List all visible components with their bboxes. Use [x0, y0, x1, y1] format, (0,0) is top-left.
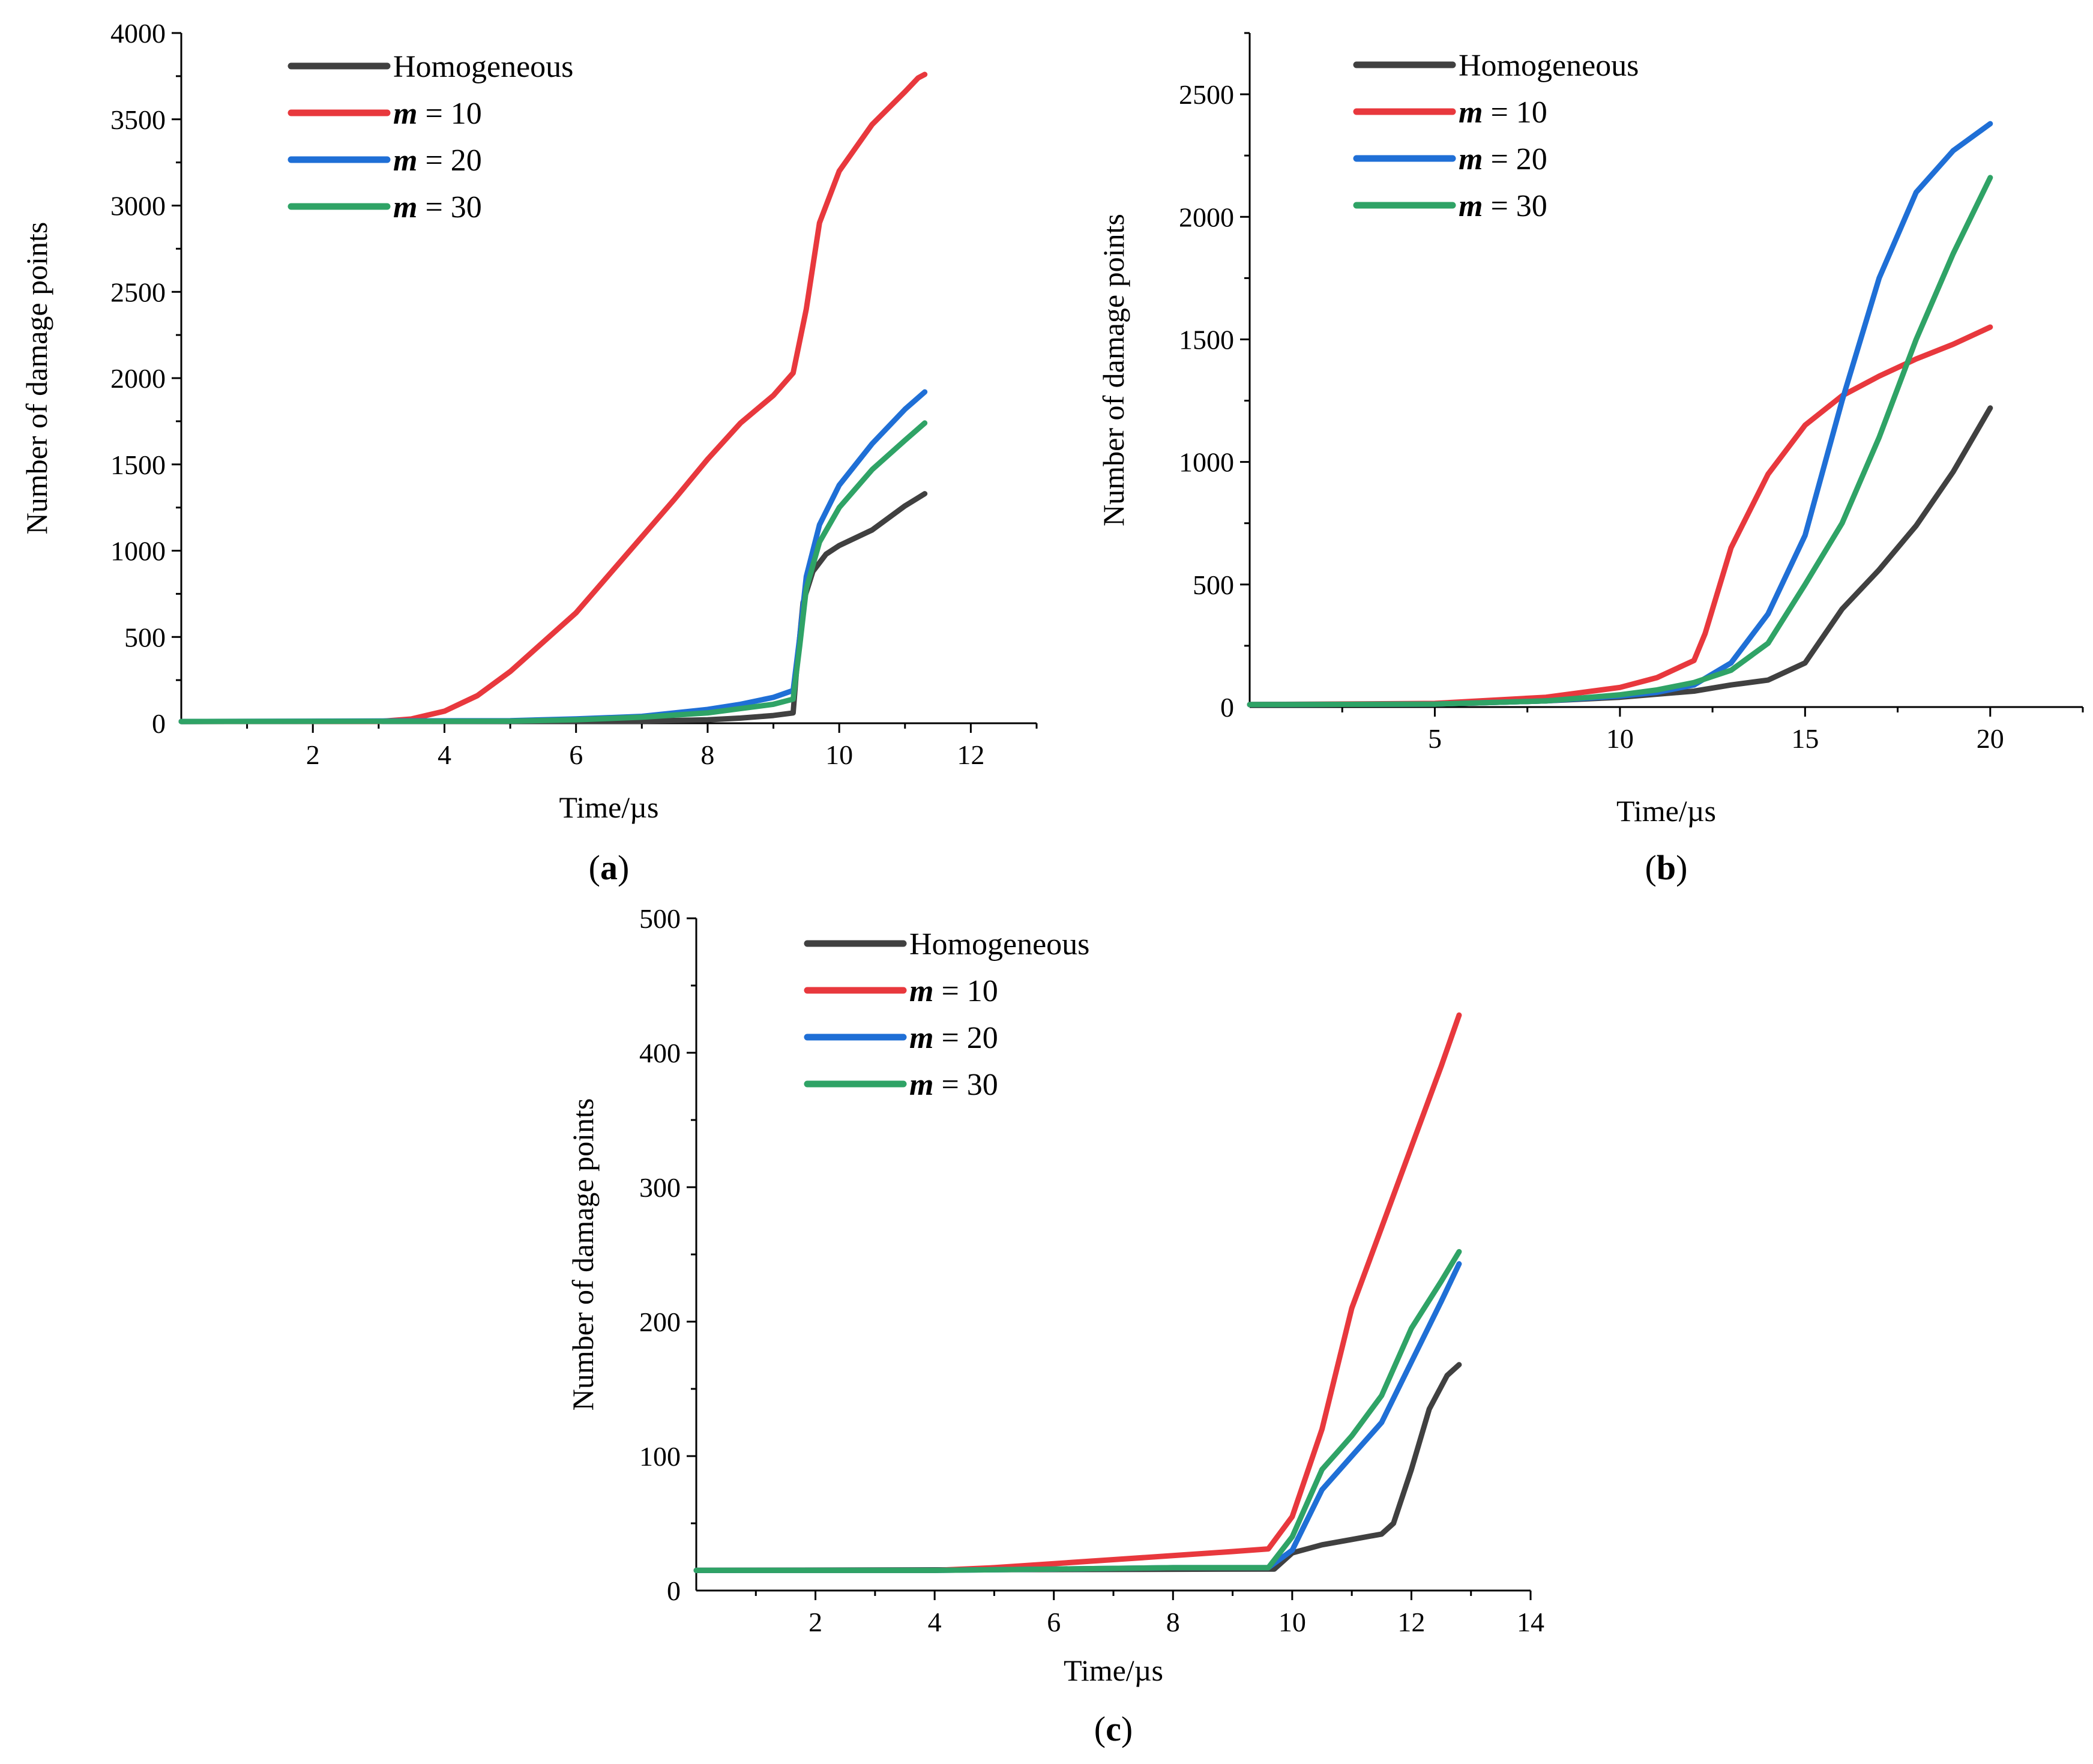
- legend-value: = 10: [1483, 95, 1547, 130]
- legend-value: = 30: [417, 190, 481, 224]
- series-line-m20: [693, 1261, 1462, 1573]
- chart-panel-b: 5 10 15 20 0 500 1000 1500 2000 2500 Homogeneous m …: [1097, 32, 2084, 887]
- legend-entry-m20: m = 20: [1459, 142, 1547, 176]
- x-tick-label: 2: [306, 739, 320, 770]
- y-tick-label: 2000: [110, 363, 166, 394]
- x-tick-label: 12: [957, 739, 984, 770]
- legend-entry-m30: m = 30: [1459, 189, 1547, 223]
- y-tick-label: 500: [639, 903, 681, 934]
- x-axis-title: Time/µs: [1064, 1654, 1163, 1687]
- y-tick-label: 2500: [1179, 79, 1234, 110]
- legend-entry-homogeneous: Homogeneous: [1459, 49, 1639, 83]
- legend-variable: m: [909, 1068, 933, 1102]
- legend-value: = 30: [1483, 189, 1547, 223]
- y-tick-label: 1500: [1179, 324, 1234, 355]
- panel-label: (b): [1645, 848, 1688, 887]
- legend-variable: m: [393, 97, 417, 131]
- x-axis-title: Time/µs: [1616, 794, 1716, 828]
- panel-label: (c): [1094, 1709, 1133, 1748]
- series-line-m30: [693, 1249, 1462, 1573]
- series-line-homogeneous: [1247, 405, 1993, 708]
- x-tick-label: 2: [809, 1607, 822, 1637]
- legend-value: = 20: [1483, 142, 1547, 176]
- series-line-m20: [1247, 121, 1993, 708]
- chart-panel-c: 2 4 6 8 10 12 14 0 100 200 300 400 500 Homogeneous m =…: [566, 903, 1544, 1748]
- y-tick-label: 0: [667, 1576, 681, 1606]
- series-line-homogeneous: [693, 1362, 1462, 1573]
- x-tick-label: 8: [1166, 1607, 1180, 1637]
- y-tick-label: 2500: [110, 277, 166, 307]
- x-tick-label: 15: [1791, 723, 1819, 754]
- y-tick-label: 0: [1220, 692, 1234, 723]
- x-tick-label: 6: [569, 739, 583, 770]
- legend-value: = 10: [933, 974, 998, 1008]
- y-tick-label: 1500: [110, 450, 166, 480]
- y-tick-label: 300: [639, 1172, 681, 1203]
- legend-value: = 20: [417, 143, 481, 178]
- y-tick-label: 3500: [110, 104, 166, 135]
- x-tick-label: 8: [700, 739, 714, 770]
- x-tick-label: 4: [438, 739, 451, 770]
- y-tick-label: 100: [639, 1441, 681, 1472]
- legend-variable: m: [1459, 142, 1483, 176]
- series-line-m10: [178, 71, 928, 724]
- x-axis-title: Time/µs: [559, 790, 659, 824]
- x-tick-label: 10: [1278, 1607, 1306, 1637]
- y-tick-label: 1000: [110, 536, 166, 567]
- x-tick-label: 20: [1977, 723, 2004, 754]
- series-line-m30: [1247, 175, 1993, 708]
- legend-variable: m: [393, 143, 417, 178]
- y-tick-label: 0: [152, 708, 166, 739]
- x-tick-label: 12: [1397, 1607, 1425, 1637]
- legend-variable: m: [909, 1021, 933, 1055]
- legend-variable: m: [909, 974, 933, 1008]
- y-axis-title: Number of damage points: [20, 222, 53, 535]
- y-tick-label: 400: [639, 1038, 681, 1068]
- panel-label: (a): [589, 848, 630, 887]
- y-tick-label: 500: [124, 622, 166, 652]
- x-tick-label: 10: [1606, 723, 1634, 754]
- legend-entry-m20: m = 20: [909, 1021, 998, 1055]
- series-line-m10: [1247, 324, 1993, 708]
- y-tick-label: 500: [1193, 570, 1234, 600]
- legend-entry-m20: m = 20: [393, 143, 482, 178]
- y-tick-label: 1000: [1179, 447, 1234, 478]
- y-axis-title: Number of damage points: [1097, 214, 1130, 526]
- series-line-m10: [693, 1012, 1462, 1573]
- y-tick-label: 200: [639, 1307, 681, 1337]
- x-tick-label: 14: [1517, 1607, 1544, 1637]
- legend-entry-m30: m = 30: [393, 190, 482, 224]
- chart-panel-a: 2 4 6 8 10 12 0 500 1000 1500 2000 2500 3000 3500 4000…: [20, 18, 1038, 887]
- legend-value: = 30: [933, 1068, 998, 1102]
- legend-entry-homogeneous: Homogeneous: [909, 927, 1089, 962]
- x-tick-label: 10: [825, 739, 853, 770]
- legend-entry-homogeneous: Homogeneous: [393, 50, 573, 84]
- y-axis-title: Number of damage points: [566, 1098, 600, 1411]
- legend-entry-m10: m = 10: [393, 97, 482, 131]
- y-tick-label: 3000: [110, 191, 166, 221]
- legend-variable: m: [1459, 95, 1483, 130]
- legend-variable: m: [1459, 189, 1483, 223]
- x-tick-label: 6: [1047, 1607, 1061, 1637]
- series-line-m30: [178, 420, 928, 724]
- legend-entry-m10: m = 10: [1459, 95, 1547, 130]
- x-tick-label: 5: [1428, 723, 1442, 754]
- legend-value: = 20: [933, 1021, 998, 1055]
- legend-value: = 10: [417, 97, 481, 131]
- y-tick-label: 4000: [110, 18, 166, 49]
- y-tick-label: 2000: [1179, 202, 1234, 232]
- series-line-homogeneous: [178, 491, 928, 724]
- legend-variable: m: [393, 190, 417, 224]
- legend-entry-m10: m = 10: [909, 974, 998, 1008]
- x-tick-label: 4: [928, 1607, 942, 1637]
- legend-entry-m30: m = 30: [909, 1068, 998, 1102]
